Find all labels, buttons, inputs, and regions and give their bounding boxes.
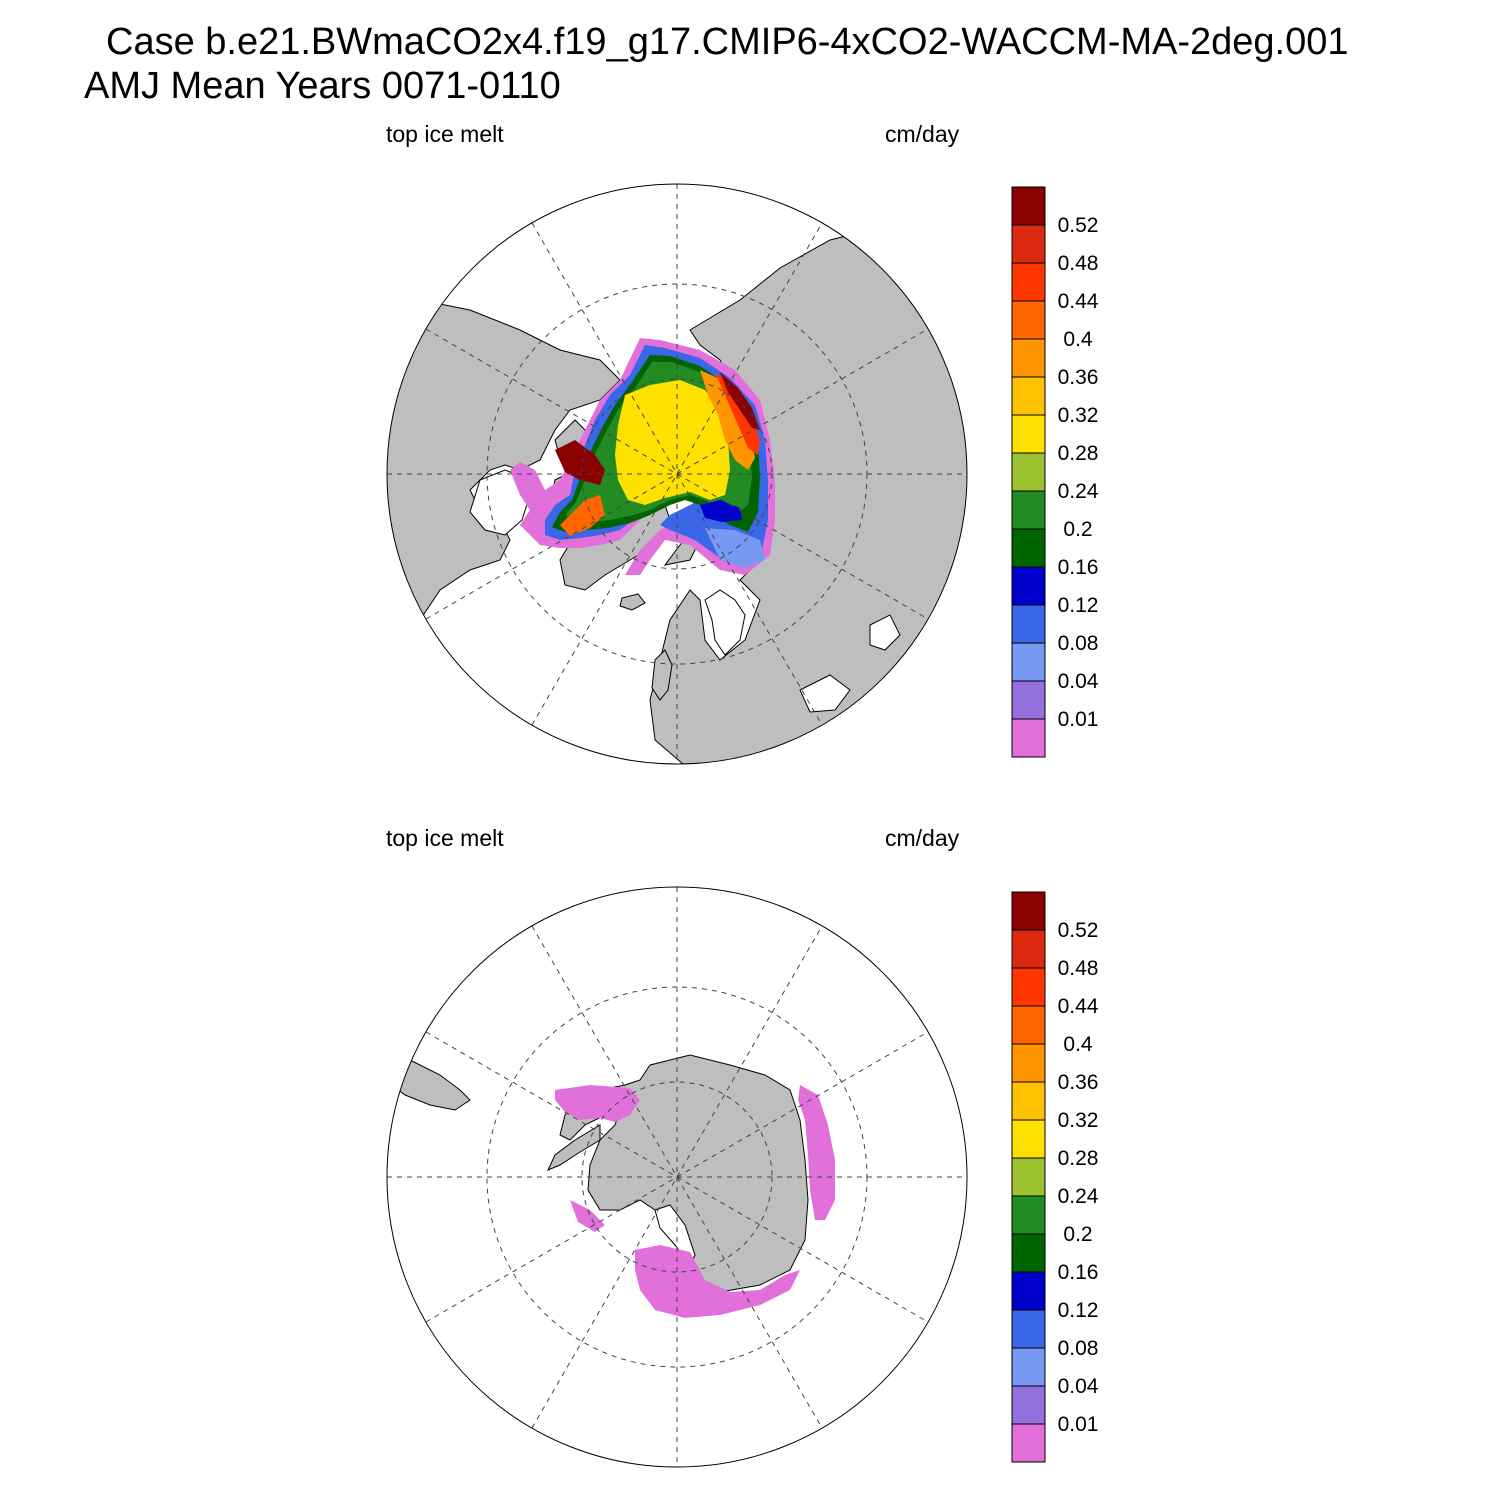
melt-ross-amundsen (635, 1245, 800, 1318)
figure-title-line-2: AMJ Mean Years 0071-0110 (84, 65, 561, 107)
colorbar-bottom-swatch (1011, 1081, 1046, 1121)
antarctic-map-border (386, 886, 968, 1468)
colorbar-bottom-level-label: 0.16 (1058, 1261, 1099, 1284)
colorbar-bottom-swatch (1011, 1347, 1046, 1387)
colorbar-bottom-level-label: 0.01 (1058, 1413, 1099, 1436)
colorbar-bottom-level-label: 0.04 (1058, 1375, 1099, 1398)
colorbar-top-swatch (1011, 224, 1046, 264)
colorbar-top-level-label: 0.32 (1058, 404, 1099, 427)
colorbar-top-swatch (1011, 604, 1046, 644)
british-isles-land (651, 649, 673, 701)
colorbar-top-swatch (1011, 338, 1046, 378)
colorbar-top-swatch (1011, 528, 1046, 568)
colorbar-bottom-swatch (1011, 1233, 1046, 1273)
arctic-map (386, 183, 968, 765)
colorbar-bottom: 0.52 0.48 0.44 0.4 0.36 0.32 0.28 0.24 0.2 0.16 0.… (1011, 891, 1099, 1463)
melt-east (798, 1085, 835, 1220)
colorbar-top-swatch (1011, 262, 1046, 302)
colorbar-top-swatch (1011, 680, 1046, 720)
colorbar-bottom-level-label: 0.4 (1063, 1033, 1093, 1056)
melt-band-barents-0.04 (705, 528, 765, 568)
colorbar-bottom-level-label: 0.28 (1058, 1147, 1099, 1170)
colorbar-bottom-swatch (1011, 1271, 1046, 1311)
panel-2-units-label: cm/day (885, 825, 960, 851)
antarctic-land (387, 1049, 835, 1318)
colorbar-top-level-label: 0.36 (1058, 366, 1099, 389)
figure-title-line-1: Case b.e21.BWmaCO2x4.f19_g17.CMIP6-4xCO2… (106, 21, 1349, 63)
colorbar-top-level-label: 0.48 (1058, 252, 1099, 275)
iceland-land (619, 593, 646, 611)
panel-1-left-label: top ice melt (386, 121, 504, 147)
melt-band-0.36 (700, 370, 755, 470)
colorbar-top-level-label: 0.44 (1058, 290, 1099, 313)
colorbar-bottom-swatch (1011, 929, 1046, 969)
arctic-graticule (387, 184, 967, 764)
colorbar-bottom-swatch (1011, 891, 1046, 931)
colorbar-bottom-level-label: 0.44 (1058, 995, 1099, 1018)
colorbar-bottom-level-label: 0.36 (1058, 1071, 1099, 1094)
melt-band-0.44 (715, 372, 760, 455)
colorbar-bottom-level-label: 0.2 (1063, 1223, 1092, 1246)
colorbar-top-level-label: 0.52 (1058, 214, 1099, 237)
colorbar-bottom-swatch (1011, 1119, 1046, 1159)
colorbar-top-swatch (1011, 642, 1046, 682)
colorbar-bottom-swatch (1011, 1309, 1046, 1349)
colorbar-bottom-level-label: 0.24 (1058, 1185, 1099, 1208)
melt-weddell (555, 1085, 640, 1122)
colorbar-bottom-level-label: 0.12 (1058, 1299, 1099, 1322)
colorbar-bottom-swatch (1011, 1005, 1046, 1045)
inland-sea-2 (869, 614, 901, 651)
colorbar-top-level-label: 0.4 (1063, 328, 1093, 351)
colorbar-bottom-level-label: 0.32 (1058, 1109, 1099, 1132)
panel-2-left-label: top ice melt (386, 825, 504, 851)
melt-band-baffin-0.52 (555, 440, 605, 485)
colorbar-top-level-label: 0.12 (1058, 594, 1099, 617)
colorbar-bottom-swatch (1011, 1043, 1046, 1083)
antarctic-graticule (387, 887, 967, 1467)
colorbar-bottom-swatch (1011, 1385, 1046, 1425)
colorbar-top-level-label: 0.2 (1063, 518, 1092, 541)
colorbar-bottom-level-label: 0.48 (1058, 957, 1099, 980)
colorbar-top-swatch (1011, 452, 1046, 492)
colorbar-bottom-swatch (1011, 1195, 1046, 1235)
colorbar-top-swatch (1011, 186, 1046, 226)
antarctic-peninsula-land (547, 1124, 601, 1171)
colorbar-bottom-swatch (1011, 1423, 1046, 1463)
melt-band-0.52 (720, 372, 760, 430)
baltic-sea (704, 589, 746, 656)
colorbar-top-swatch (1011, 376, 1046, 416)
colorbar-bottom-swatch (1011, 967, 1046, 1007)
colorbar-bottom-swatch (1011, 1157, 1046, 1197)
antarctic-map (386, 886, 968, 1468)
antarctic-melt-field (555, 1085, 835, 1318)
panel-1-units-label: cm/day (885, 121, 960, 147)
colorbar-top-swatch (1011, 566, 1046, 606)
colorbar-top-swatch (1011, 718, 1046, 758)
colorbar-top-swatch (1011, 300, 1046, 340)
colorbar-bottom-level-label: 0.08 (1058, 1337, 1099, 1360)
melt-bellingshausen (570, 1200, 605, 1232)
colorbar-top-level-label: 0.24 (1058, 480, 1099, 503)
colorbar-top-swatch (1011, 414, 1046, 454)
arctic-melt-field (510, 338, 775, 575)
colorbar-top-level-label: 0.01 (1058, 708, 1099, 731)
arctic-land (387, 229, 967, 764)
inland-sea-1 (799, 674, 851, 713)
colorbar-top: 0.52 0.48 0.44 0.4 0.36 0.32 0.28 0.24 0.2 0.16 0.… (1011, 186, 1099, 758)
arctic-map-border (386, 183, 968, 765)
colorbar-top-level-label: 0.28 (1058, 442, 1099, 465)
colorbar-top-level-label: 0.08 (1058, 632, 1099, 655)
colorbar-top-level-label: 0.04 (1058, 670, 1099, 693)
north-america-land (387, 279, 621, 641)
colorbar-top-level-label: 0.16 (1058, 556, 1099, 579)
colorbar-top-swatch (1011, 490, 1046, 530)
melt-band-baffin-0.36 (560, 495, 605, 536)
colorbar-bottom-level-label: 0.52 (1058, 919, 1099, 942)
